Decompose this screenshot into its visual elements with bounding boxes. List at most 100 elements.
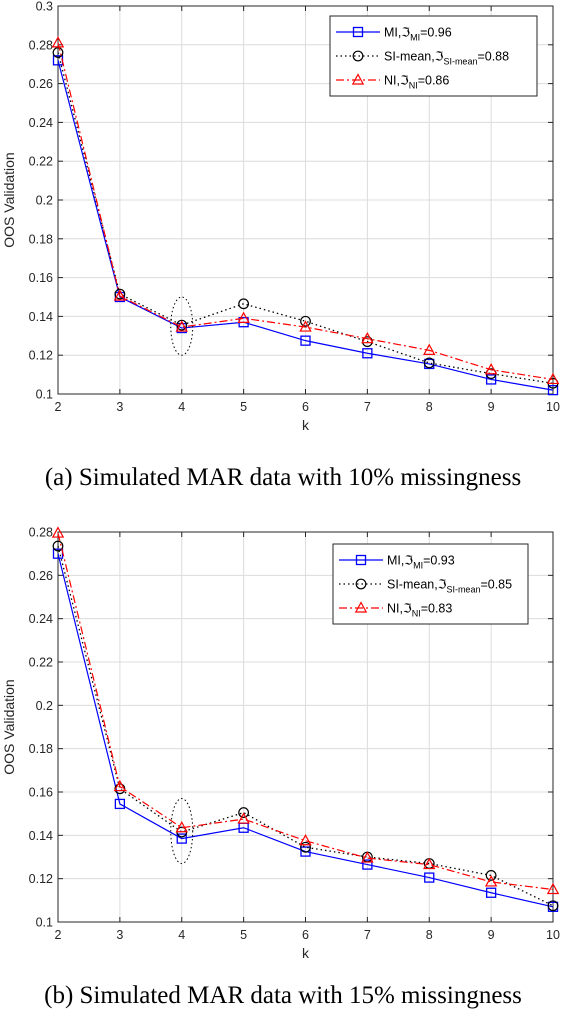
x-axis-label: k <box>302 417 310 433</box>
data-point <box>238 807 250 818</box>
data-point <box>299 834 312 846</box>
legend-label: SI-mean,ℑSI-mean=0.88 <box>384 50 509 67</box>
y-tick-label: 0.12 <box>29 349 53 363</box>
y-tick-label: 0.26 <box>29 569 53 583</box>
x-tick-label: 9 <box>488 928 495 942</box>
data-point <box>238 298 250 310</box>
series-line <box>57 42 554 381</box>
y-tick-label: 0.16 <box>29 786 53 800</box>
data-point <box>547 900 559 912</box>
x-tick-label: 5 <box>240 928 247 942</box>
y-tick-label: 0.22 <box>29 155 53 169</box>
x-tick-label: 9 <box>488 400 495 414</box>
data-point <box>300 335 311 346</box>
y-tick-label: 0.2 <box>36 194 53 208</box>
y-tick-label: 0.1 <box>36 388 53 402</box>
y-tick-label: 0.18 <box>29 742 53 756</box>
data-point <box>361 851 374 863</box>
legend-label: NI,ℑNI=0.83 <box>387 602 452 619</box>
legend-item-si-mean: SI-mean,ℑSI-mean=0.88 <box>336 50 509 67</box>
legend-marker <box>354 601 368 613</box>
legend-item-ni: NI,ℑNI=0.83 <box>339 601 452 619</box>
legend-marker <box>355 578 367 590</box>
data-point <box>484 875 498 887</box>
data-point <box>485 374 497 385</box>
series-line <box>57 545 554 907</box>
y-tick-label: 0.1 <box>36 916 53 930</box>
chart-a: 2 3 4 5 6 7 8 9 10 0.1 0.12 0.14 0.16 0.18 0.2 0.22 0.24… <box>1 0 560 433</box>
x-tick-label: 8 <box>426 928 433 942</box>
data-point <box>485 870 497 881</box>
x-tick-label: 8 <box>426 400 433 414</box>
x-tick-label: 4 <box>178 400 185 414</box>
data-point <box>362 859 373 870</box>
data-point <box>52 540 64 552</box>
series-mi <box>52 55 559 396</box>
ticks: 2 3 4 5 6 7 8 9 10 0.1 0.12 0.14 0.16 0.18 0.2 0.22 0.24… <box>29 526 560 943</box>
x-tick-label: 10 <box>546 400 560 414</box>
legend-label: SI-mean,ℑSI-mean=0.85 <box>387 578 512 595</box>
x-tick-label: 4 <box>178 928 185 942</box>
data-point <box>423 343 436 355</box>
x-tick-label: 3 <box>116 928 123 942</box>
data-point <box>51 526 65 538</box>
data-point <box>546 372 560 385</box>
data-point <box>176 833 187 844</box>
y-tick-label: 0.16 <box>29 271 53 285</box>
data-point <box>547 384 559 396</box>
data-point <box>114 798 126 810</box>
legend: MI,ℑMI=0.93 SI-mean,ℑSI-mean=0.85 NI,ℑNI=0… <box>332 543 529 625</box>
y-tick-label: 0.12 <box>29 872 53 886</box>
chart-b: 2 3 4 5 6 7 8 9 10 0.1 0.12 0.14 0.16 0.18 0.2 0.22 0.24… <box>1 526 560 962</box>
x-tick-label: 7 <box>364 400 371 414</box>
x-tick-label: 6 <box>302 400 309 414</box>
x-tick-label: 6 <box>302 928 309 942</box>
data-point <box>423 857 436 870</box>
y-tick-label: 0.24 <box>29 612 53 626</box>
y-tick-label: 0.28 <box>29 526 53 540</box>
caption-a: (a) Simulated MAR data with 10% missingn… <box>44 464 522 491</box>
ticks: 2 3 4 5 6 7 8 9 10 0.1 0.12 0.14 0.16 0.18 0.2 0.22 0.24… <box>29 0 560 414</box>
legend-item-mi: MI,ℑMI=0.96 <box>336 26 452 43</box>
data-point <box>362 348 373 359</box>
data-point <box>52 47 64 58</box>
data-point <box>51 36 65 48</box>
y-tick-label: 0.14 <box>29 310 53 324</box>
y-tick-label: 0.24 <box>29 116 53 130</box>
legend-item-ni: NI,ℑNI=0.86 <box>336 73 449 91</box>
highlight-ellipse <box>170 296 194 356</box>
legend-marker <box>352 50 364 62</box>
y-tick-label: 0.22 <box>29 656 53 670</box>
x-tick-label: 7 <box>364 928 371 942</box>
x-axis-label: k <box>302 945 310 961</box>
data-point <box>300 315 311 327</box>
x-tick-label: 2 <box>55 928 62 942</box>
data-point <box>484 363 498 375</box>
x-tick-label: 10 <box>546 928 560 942</box>
y-tick-label: 0.26 <box>29 77 53 91</box>
series-ni <box>51 526 560 895</box>
x-tick-label: 5 <box>240 400 247 414</box>
highlight-ellipse <box>170 798 194 864</box>
data-point <box>424 872 435 883</box>
caption-b: (b) Simulated MAR data with 15% missingn… <box>44 982 522 1009</box>
y-tick-label: 0.28 <box>29 38 53 52</box>
y-axis-label: OOS Validation <box>1 679 17 774</box>
x-tick-label: 3 <box>116 400 123 414</box>
legend-marker <box>352 26 364 38</box>
legend: MI,ℑMI=0.96 SI-mean,ℑSI-mean=0.88 NI,ℑNI=0… <box>329 15 538 97</box>
data-point <box>300 846 311 857</box>
data-point <box>361 331 374 344</box>
data-point <box>113 779 127 792</box>
data-point <box>485 887 497 898</box>
legend-marker <box>351 73 365 85</box>
data-point <box>113 289 127 301</box>
y-tick-label: 0.14 <box>29 829 53 843</box>
y-tick-label: 0.2 <box>36 699 53 713</box>
y-axis-label: OOS Validation <box>1 152 17 247</box>
legend-item-si-mean: SI-mean,ℑSI-mean=0.85 <box>339 578 512 595</box>
data-point <box>175 320 188 332</box>
series-line <box>57 60 554 391</box>
data-point <box>546 882 560 895</box>
data-point <box>175 821 188 833</box>
